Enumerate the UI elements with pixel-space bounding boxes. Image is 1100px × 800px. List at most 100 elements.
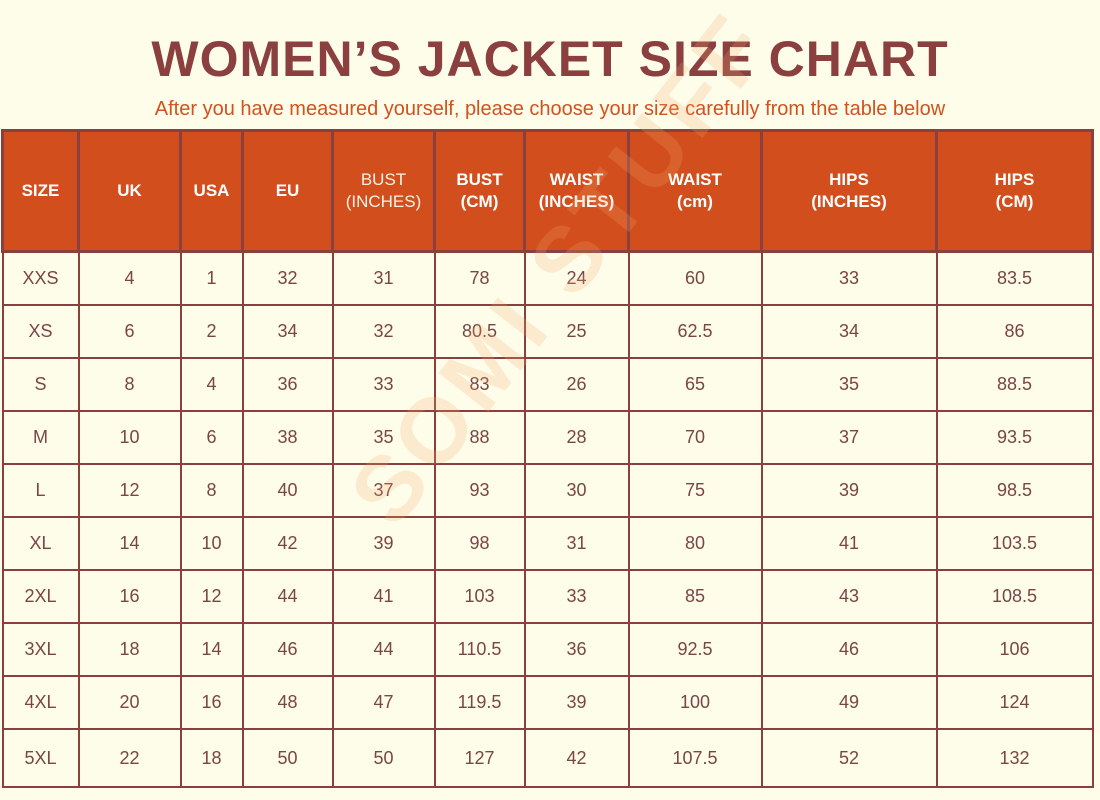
cell-waist-inches: 33 — [523, 569, 630, 624]
cell-hips-inches: 43 — [760, 569, 938, 624]
cell-size: L — [1, 463, 80, 518]
cell-bust-cm: 127 — [433, 728, 526, 788]
cell-uk: 20 — [77, 675, 182, 730]
cell-bust-inches: 33 — [331, 357, 436, 412]
cell-hips-inches: 49 — [760, 675, 938, 730]
cell-usa: 12 — [179, 569, 244, 624]
cell-eu: 40 — [241, 463, 334, 518]
cell-uk: 16 — [77, 569, 182, 624]
cell-size: XXS — [1, 250, 80, 306]
cell-hips-inches: 39 — [760, 463, 938, 518]
cell-bust-cm: 103 — [433, 569, 526, 624]
cell-eu: 32 — [241, 250, 334, 306]
cell-uk: 4 — [77, 250, 182, 306]
cell-eu: 48 — [241, 675, 334, 730]
cell-eu: 38 — [241, 410, 334, 465]
cell-hips-cm: 93.5 — [935, 410, 1094, 465]
table-row: XS 6 2 34 32 80.5 25 62.5 34 86 — [1, 304, 1094, 359]
table-row: XL 14 10 42 39 98 31 80 41 103.5 — [1, 516, 1094, 571]
cell-bust-inches: 39 — [331, 516, 436, 571]
cell-waist-inches: 31 — [523, 516, 630, 571]
cell-waist-inches: 39 — [523, 675, 630, 730]
cell-size: M — [1, 410, 80, 465]
cell-usa: 14 — [179, 622, 244, 677]
cell-size: XL — [1, 516, 80, 571]
cell-waist-inches: 26 — [523, 357, 630, 412]
column-header-eu: EU — [241, 129, 334, 253]
column-header-waist-cm: WAIST (cm) — [627, 129, 763, 253]
cell-uk: 10 — [77, 410, 182, 465]
cell-hips-inches: 52 — [760, 728, 938, 788]
cell-waist-inches: 30 — [523, 463, 630, 518]
cell-usa: 4 — [179, 357, 244, 412]
table-header-row: SIZE UK USA EU BUST (INCHES) BUST (CM) WAI… — [1, 129, 1094, 253]
cell-hips-cm: 98.5 — [935, 463, 1094, 518]
cell-hips-inches: 35 — [760, 357, 938, 412]
cell-eu: 46 — [241, 622, 334, 677]
cell-hips-cm: 106 — [935, 622, 1094, 677]
cell-size: 2XL — [1, 569, 80, 624]
cell-usa: 18 — [179, 728, 244, 788]
cell-hips-inches: 41 — [760, 516, 938, 571]
cell-waist-cm: 60 — [627, 250, 763, 306]
cell-uk: 6 — [77, 304, 182, 359]
cell-bust-inches: 47 — [331, 675, 436, 730]
cell-waist-cm: 62.5 — [627, 304, 763, 359]
cell-hips-cm: 108.5 — [935, 569, 1094, 624]
cell-size: S — [1, 357, 80, 412]
cell-waist-inches: 28 — [523, 410, 630, 465]
cell-waist-cm: 92.5 — [627, 622, 763, 677]
table-row: M 10 6 38 35 88 28 70 37 93.5 — [1, 410, 1094, 465]
cell-bust-inches: 31 — [331, 250, 436, 306]
cell-eu: 42 — [241, 516, 334, 571]
cell-bust-cm: 78 — [433, 250, 526, 306]
cell-bust-cm: 93 — [433, 463, 526, 518]
size-chart-table: SIZE UK USA EU BUST (INCHES) BUST (CM) WAI… — [1, 129, 1094, 788]
cell-bust-inches: 50 — [331, 728, 436, 788]
table-row: 5XL 22 18 50 50 127 42 107.5 52 132 — [1, 728, 1094, 788]
cell-hips-inches: 34 — [760, 304, 938, 359]
table-body: XXS 4 1 32 31 78 24 60 33 83.5 XS 6 2 34 32 80.5 25 62.5 3… — [1, 250, 1094, 788]
column-header-bust-inches: BUST (INCHES) — [331, 129, 436, 253]
table-row: 3XL 18 14 46 44 110.5 36 92.5 46 106 — [1, 622, 1094, 677]
cell-waist-cm: 100 — [627, 675, 763, 730]
column-header-size: SIZE — [1, 129, 80, 253]
column-header-hips-inches: HIPS (INCHES) — [760, 129, 938, 253]
cell-eu: 44 — [241, 569, 334, 624]
cell-usa: 2 — [179, 304, 244, 359]
cell-hips-cm: 88.5 — [935, 357, 1094, 412]
cell-uk: 8 — [77, 357, 182, 412]
column-header-waist-inches: WAIST (INCHES) — [523, 129, 630, 253]
cell-uk: 22 — [77, 728, 182, 788]
table-row: S 8 4 36 33 83 26 65 35 88.5 — [1, 357, 1094, 412]
cell-bust-inches: 32 — [331, 304, 436, 359]
cell-eu: 34 — [241, 304, 334, 359]
cell-waist-inches: 24 — [523, 250, 630, 306]
cell-hips-cm: 124 — [935, 675, 1094, 730]
cell-waist-cm: 70 — [627, 410, 763, 465]
cell-waist-inches: 36 — [523, 622, 630, 677]
cell-waist-cm: 80 — [627, 516, 763, 571]
cell-eu: 50 — [241, 728, 334, 788]
cell-waist-cm: 75 — [627, 463, 763, 518]
cell-bust-inches: 35 — [331, 410, 436, 465]
cell-usa: 6 — [179, 410, 244, 465]
cell-size: XS — [1, 304, 80, 359]
cell-hips-cm: 86 — [935, 304, 1094, 359]
cell-uk: 18 — [77, 622, 182, 677]
cell-eu: 36 — [241, 357, 334, 412]
cell-hips-cm: 132 — [935, 728, 1094, 788]
cell-hips-inches: 33 — [760, 250, 938, 306]
page-subtitle: After you have measured yourself, please… — [154, 98, 946, 120]
cell-bust-cm: 110.5 — [433, 622, 526, 677]
page-title: WOMEN’S JACKET SIZE CHART — [151, 31, 949, 87]
cell-uk: 14 — [77, 516, 182, 571]
column-header-uk: UK — [77, 129, 182, 253]
cell-hips-inches: 46 — [760, 622, 938, 677]
cell-usa: 8 — [179, 463, 244, 518]
cell-bust-cm: 88 — [433, 410, 526, 465]
cell-bust-inches: 41 — [331, 569, 436, 624]
cell-waist-cm: 107.5 — [627, 728, 763, 788]
table-row: XXS 4 1 32 31 78 24 60 33 83.5 — [1, 250, 1094, 306]
cell-hips-inches: 37 — [760, 410, 938, 465]
